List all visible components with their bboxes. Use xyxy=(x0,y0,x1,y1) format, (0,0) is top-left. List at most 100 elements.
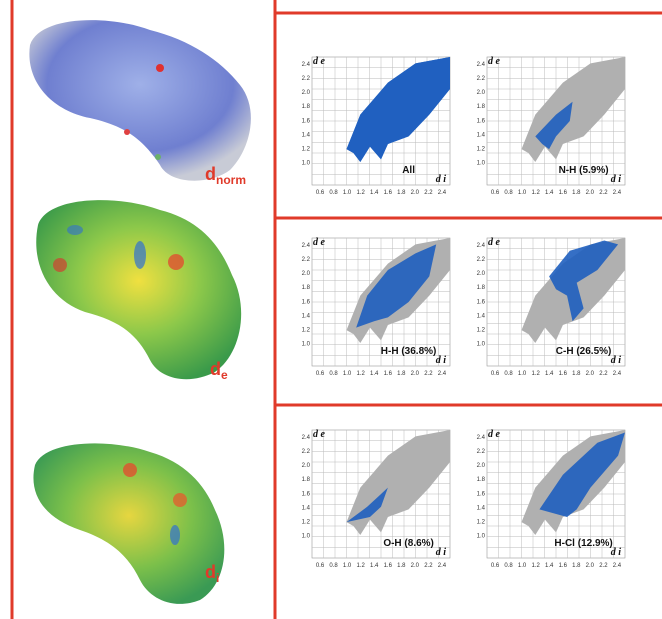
y-tick-label: 1.2 xyxy=(477,519,486,525)
fingerprint-plot: 1.01.21.41.61.82.02.22.40.60.81.01.21.41… xyxy=(302,429,450,569)
x-tick-label: 1.6 xyxy=(559,190,568,196)
y-tick-label: 1.2 xyxy=(477,327,486,333)
x-tick-label: 1.0 xyxy=(518,190,527,196)
plot-label: O-H (8.6%) xyxy=(383,538,434,549)
x-tick-label: 0.8 xyxy=(329,190,338,196)
plot-label: C-H (26.5%) xyxy=(556,346,612,357)
surface-de: de xyxy=(36,200,241,382)
y-tick-label: 1.4 xyxy=(302,505,311,511)
x-tick-label: 2.0 xyxy=(411,190,420,196)
x-tick-label: 0.6 xyxy=(316,563,325,569)
y-tick-label: 2.4 xyxy=(477,243,486,249)
x-tick-label: 1.8 xyxy=(397,563,406,569)
x-axis-label: d i xyxy=(436,547,447,558)
y-tick-label: 2.4 xyxy=(302,62,311,68)
y-tick-label: 2.2 xyxy=(302,449,311,455)
y-tick-label: 1.2 xyxy=(302,146,311,152)
y-axis-label: d e xyxy=(488,56,501,67)
x-tick-label: 1.8 xyxy=(397,371,406,377)
y-tick-label: 2.2 xyxy=(477,257,486,263)
y-tick-label: 1.2 xyxy=(302,519,311,525)
x-tick-label: 2.4 xyxy=(613,190,622,196)
x-tick-label: 1.8 xyxy=(572,371,581,377)
y-tick-label: 1.8 xyxy=(477,477,486,483)
plot-label: H-H (36.8%) xyxy=(381,346,437,357)
x-tick-label: 1.0 xyxy=(518,371,527,377)
y-tick-label: 2.0 xyxy=(477,463,486,469)
x-tick-label: 2.4 xyxy=(438,371,447,377)
fingerprint-plots: 1.0 1.2 1.4 1.6 1.8 2.0 2.2 2.4 0.6 0.8 1.0 1.2 1.4 1… xyxy=(302,56,625,569)
x-tick-label: 2.0 xyxy=(411,563,420,569)
x-tick-label: 0.6 xyxy=(316,190,325,196)
y-tick-label: 1.4 xyxy=(302,132,311,138)
x-tick-label: 2.4 xyxy=(613,371,622,377)
x-tick-label: 2.4 xyxy=(438,190,447,196)
y-tick-label: 1.4 xyxy=(477,505,486,511)
x-tick-label: 2.2 xyxy=(599,190,608,196)
y-axis-label: d e xyxy=(313,237,326,248)
x-tick-label: 1.6 xyxy=(384,371,393,377)
y-tick-label: 1.2 xyxy=(302,327,311,333)
x-tick-label: 2.0 xyxy=(411,371,420,377)
x-tick-label: 2.2 xyxy=(599,371,608,377)
y-tick-label: 1.0 xyxy=(477,342,486,348)
x-tick-label: 1.4 xyxy=(370,371,379,377)
x-tick-label: 2.2 xyxy=(599,563,608,569)
y-tick-label: 2.4 xyxy=(477,62,486,68)
y-tick-label: 1.8 xyxy=(477,285,486,291)
x-tick-label: 0.8 xyxy=(504,563,513,569)
x-tick-label: 0.8 xyxy=(504,371,513,377)
x-axis-label: d i xyxy=(436,174,447,185)
y-tick-label: 1.4 xyxy=(302,313,311,319)
figure: dnorm de di 1.0 1.2 1.4 1.6 1.8 2.0 2.2 2.4 0.6 0… xyxy=(0,0,662,619)
x-tick-label: 1.6 xyxy=(384,190,393,196)
x-tick-label: 0.6 xyxy=(491,371,500,377)
surface-dnorm: dnorm xyxy=(29,20,251,187)
x-tick-label: 0.8 xyxy=(329,371,338,377)
y-tick-label: 1.0 xyxy=(477,161,486,167)
y-axis-label: d e xyxy=(488,429,501,440)
x-tick-label: 0.6 xyxy=(491,563,500,569)
x-axis-label: d i xyxy=(611,174,622,185)
x-tick-label: 2.4 xyxy=(438,563,447,569)
x-tick-label: 0.6 xyxy=(491,190,500,196)
y-tick-label: 2.2 xyxy=(302,76,311,82)
y-tick-label: 1.8 xyxy=(302,285,311,291)
y-tick-label: 2.0 xyxy=(477,90,486,96)
x-tick-label: 1.2 xyxy=(356,563,365,569)
x-tick-label: 2.2 xyxy=(424,563,433,569)
y-tick-label: 1.8 xyxy=(302,477,311,483)
x-tick-label: 1.6 xyxy=(384,563,393,569)
y-tick-label: 1.6 xyxy=(302,299,311,305)
x-tick-label: 1.8 xyxy=(397,190,406,196)
x-tick-label: 2.0 xyxy=(586,371,595,377)
x-tick-label: 0.8 xyxy=(329,563,338,569)
y-tick-label: 1.8 xyxy=(477,104,486,110)
x-tick-label: 1.2 xyxy=(531,371,540,377)
x-tick-label: 1.0 xyxy=(518,563,527,569)
x-tick-label: 1.6 xyxy=(559,563,568,569)
y-tick-label: 1.6 xyxy=(477,118,486,124)
y-tick-label: 1.6 xyxy=(302,491,311,497)
y-tick-label: 2.0 xyxy=(302,90,311,96)
x-axis-label: d i xyxy=(611,355,622,366)
y-tick-label: 2.0 xyxy=(302,463,311,469)
x-tick-label: 1.4 xyxy=(370,190,379,196)
x-tick-label: 1.0 xyxy=(343,371,352,377)
y-tick-label: 2.4 xyxy=(477,435,486,441)
y-tick-label: 1.0 xyxy=(302,342,311,348)
y-tick-label: 1.6 xyxy=(302,118,311,124)
x-tick-label: 2.0 xyxy=(586,190,595,196)
y-tick-label: 1.2 xyxy=(477,146,486,152)
y-tick-label: 1.4 xyxy=(477,313,486,319)
x-tick-label: 1.8 xyxy=(572,190,581,196)
y-tick-label: 2.2 xyxy=(302,257,311,263)
y-tick-label: 2.4 xyxy=(302,243,311,249)
surface-di: di xyxy=(33,443,224,604)
y-tick-label: 2.0 xyxy=(477,271,486,277)
x-tick-label: 1.6 xyxy=(559,371,568,377)
